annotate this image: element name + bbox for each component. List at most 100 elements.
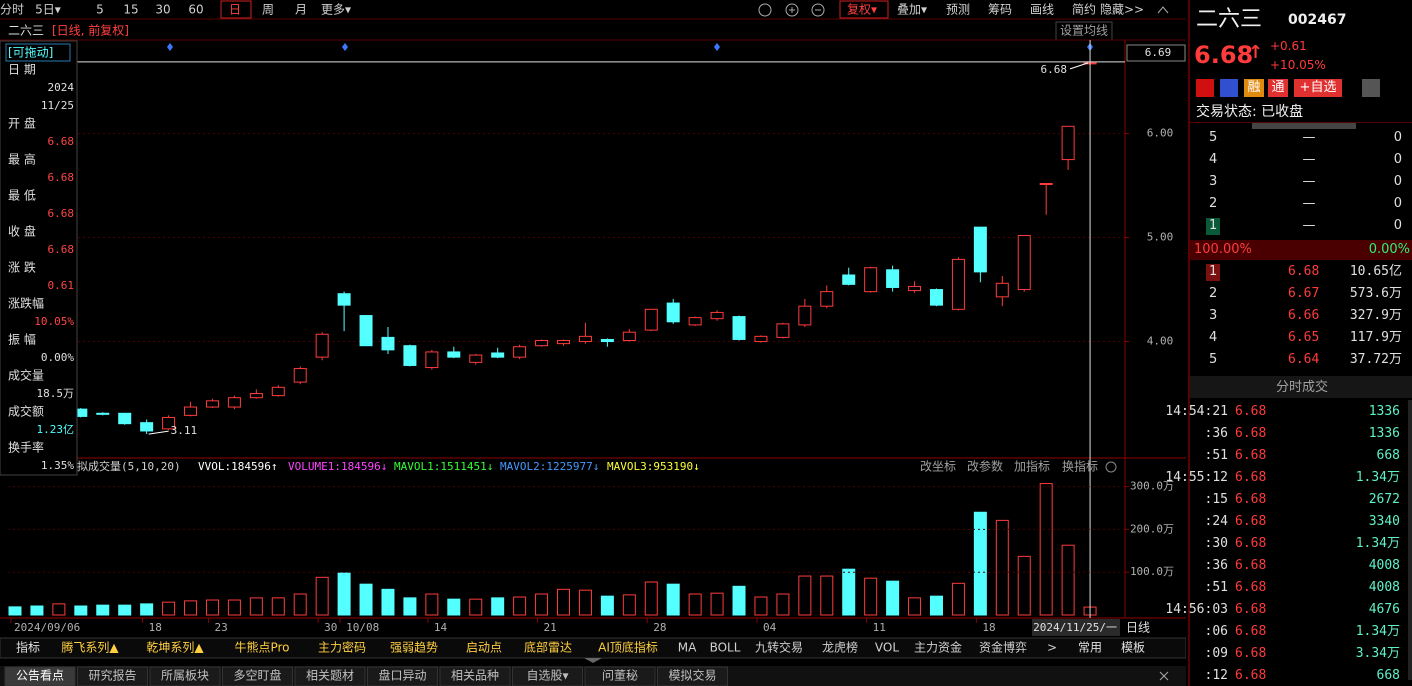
bottom-tab[interactable]: 多空盯盘 — [233, 668, 281, 683]
quote-badge[interactable]: +自选 — [1294, 79, 1342, 97]
trade-time: :09 — [1204, 646, 1228, 661]
toolbar-icon[interactable] — [758, 3, 772, 17]
toolbar-button[interactable]: 隐藏>> — [1100, 3, 1144, 17]
indicator-tab[interactable]: MA — [678, 641, 697, 655]
bottom-tab-frame[interactable] — [294, 666, 366, 686]
trade-time: :51 — [1204, 580, 1228, 595]
toolbar-button[interactable]: 分时 — [0, 3, 24, 17]
quote-badge[interactable]: 融 — [1244, 79, 1264, 97]
bottom-tab[interactable]: 自选股▾ — [526, 669, 568, 683]
toolbar-button[interactable]: 画线 — [1030, 3, 1054, 17]
indicator-tab[interactable]: 模板 — [1121, 641, 1145, 655]
trades-header-bg — [1190, 376, 1412, 398]
bottom-tab-frame[interactable] — [149, 666, 221, 686]
buy-price: 6.65 — [1288, 330, 1320, 345]
bottom-tab-frame[interactable] — [439, 666, 511, 686]
toolbar-button[interactable]: 5 — [96, 3, 104, 17]
flag-icon[interactable] — [1196, 79, 1214, 97]
collapse-tab[interactable] — [1252, 123, 1356, 129]
indicator-tab[interactable]: 启动点 — [466, 641, 502, 655]
tab-handle — [584, 658, 602, 663]
bottom-tab-frame[interactable] — [222, 666, 293, 686]
bottom-tab[interactable]: 模拟交易 — [668, 668, 716, 683]
toolbar-icon[interactable] — [811, 3, 825, 17]
indicator-tab[interactable]: 龙虎榜 — [822, 640, 858, 655]
buy-volume: 327.9万 — [1349, 308, 1402, 323]
event-marker[interactable] — [714, 43, 720, 51]
trade-time: :15 — [1204, 492, 1228, 507]
quote-badge[interactable]: 通 — [1268, 79, 1288, 97]
candle-body — [929, 289, 943, 306]
toolbar-button[interactable]: 日 — [229, 3, 241, 17]
indicator-tab[interactable]: AI顶底指标 — [598, 640, 658, 655]
bottom-tab[interactable]: 相关品种 — [451, 669, 499, 683]
indicator-tab[interactable]: VOL — [875, 641, 899, 655]
indicator-tab[interactable]: > — [1047, 641, 1057, 655]
toolbar-button[interactable]: 30 — [155, 3, 170, 17]
bottom-tab-frame[interactable] — [512, 666, 583, 686]
indicator-tab[interactable]: 资金博弈 — [979, 640, 1027, 655]
toolbar-button[interactable]: 更多▾ — [321, 3, 351, 17]
indicator-tab[interactable]: BOLL — [710, 641, 741, 655]
toolbar-button[interactable]: 预测 — [946, 3, 970, 17]
event-marker[interactable] — [342, 43, 348, 51]
bottom-tab[interactable]: 所属板块 — [161, 669, 209, 683]
toolbar-button[interactable]: 筹码 — [988, 3, 1012, 17]
volume-bar — [535, 593, 549, 616]
alert-icon[interactable] — [1362, 79, 1380, 97]
close-indicator[interactable] — [1105, 461, 1117, 473]
indicator-tab[interactable]: 常用 — [1078, 641, 1102, 655]
info-label: 换手率 — [8, 440, 44, 455]
bottom-tab[interactable]: 问董秘 — [602, 669, 638, 683]
toolbar-button[interactable]: 60 — [188, 3, 203, 17]
toolbar-button[interactable]: 叠加▾ — [897, 3, 927, 17]
event-marker[interactable] — [167, 43, 173, 51]
collapse-icon[interactable] — [1157, 6, 1169, 14]
ratio-buy: 100.00% — [1194, 242, 1252, 257]
toolbar-button[interactable]: 5日▾ — [35, 3, 61, 17]
indicator-tab[interactable]: 强弱趋势 — [390, 641, 438, 655]
toolbar-button[interactable]: 简约 — [1072, 2, 1096, 17]
bottom-tab-frame[interactable] — [657, 666, 728, 686]
indicator-tab[interactable]: 牛熊点Pro — [234, 640, 289, 655]
indicator-tab[interactable]: 乾坤系列▲ — [146, 640, 204, 655]
indicator-tab[interactable]: 主力密码 — [318, 640, 366, 655]
candle-body — [293, 368, 307, 383]
x-tick-label: 23 — [214, 621, 227, 634]
indicator-tool[interactable]: 换指标 — [1062, 459, 1098, 474]
toolbar-button[interactable]: 复权▾ — [847, 3, 877, 17]
indicator-tab[interactable]: 腾飞系列▲ — [61, 640, 119, 655]
info-value: 1.35% — [41, 459, 74, 472]
volume-bar — [732, 585, 746, 616]
trade-price: 6.68 — [1235, 668, 1267, 683]
level-box — [1206, 264, 1220, 281]
sell-level: 4 — [1209, 152, 1218, 167]
bottom-tab-frame[interactable] — [367, 666, 438, 686]
indicator-tool[interactable]: 加指标 — [1014, 459, 1050, 474]
bottom-tab[interactable]: 相关题材 — [306, 669, 354, 683]
toolbar-button[interactable]: 月 — [295, 3, 307, 17]
indicator-tab[interactable]: 九转交易 — [755, 640, 803, 655]
bottom-tab[interactable]: 公告看点 — [16, 669, 64, 683]
info-value: 6.68 — [48, 243, 75, 256]
indicator-tab[interactable]: 主力资金 — [914, 640, 962, 655]
indicator-tab[interactable]: 底部雷达 — [524, 640, 572, 655]
indicator-tool[interactable]: 改参数 — [967, 459, 1003, 474]
volume-legend: VOLUME1:184596↓ — [288, 460, 387, 473]
toolbar-button[interactable]: 周 — [262, 3, 274, 17]
toolbar-button[interactable]: 15 — [123, 3, 138, 17]
trade-volume: 4676 — [1368, 602, 1400, 617]
volume-bar — [973, 511, 987, 616]
bottom-tab[interactable]: 研究报告 — [88, 668, 136, 683]
toolbar-icon[interactable] — [785, 3, 799, 17]
bottom-tab-frame[interactable] — [77, 666, 148, 686]
indicator-tab[interactable]: 指标 — [16, 640, 40, 655]
bottom-tab[interactable]: 盘口异动 — [378, 668, 426, 683]
indicator-tool[interactable]: 改坐标 — [920, 460, 956, 474]
drag-frame[interactable] — [5, 43, 71, 62]
bottom-tab-frame[interactable] — [584, 666, 656, 686]
ma-setting[interactable]: 设置均线 — [1060, 24, 1108, 38]
drag-handle[interactable]: [可拖动] — [8, 46, 53, 60]
bottom-tab-frame[interactable] — [4, 666, 76, 686]
flash-icon[interactable] — [1220, 79, 1238, 97]
